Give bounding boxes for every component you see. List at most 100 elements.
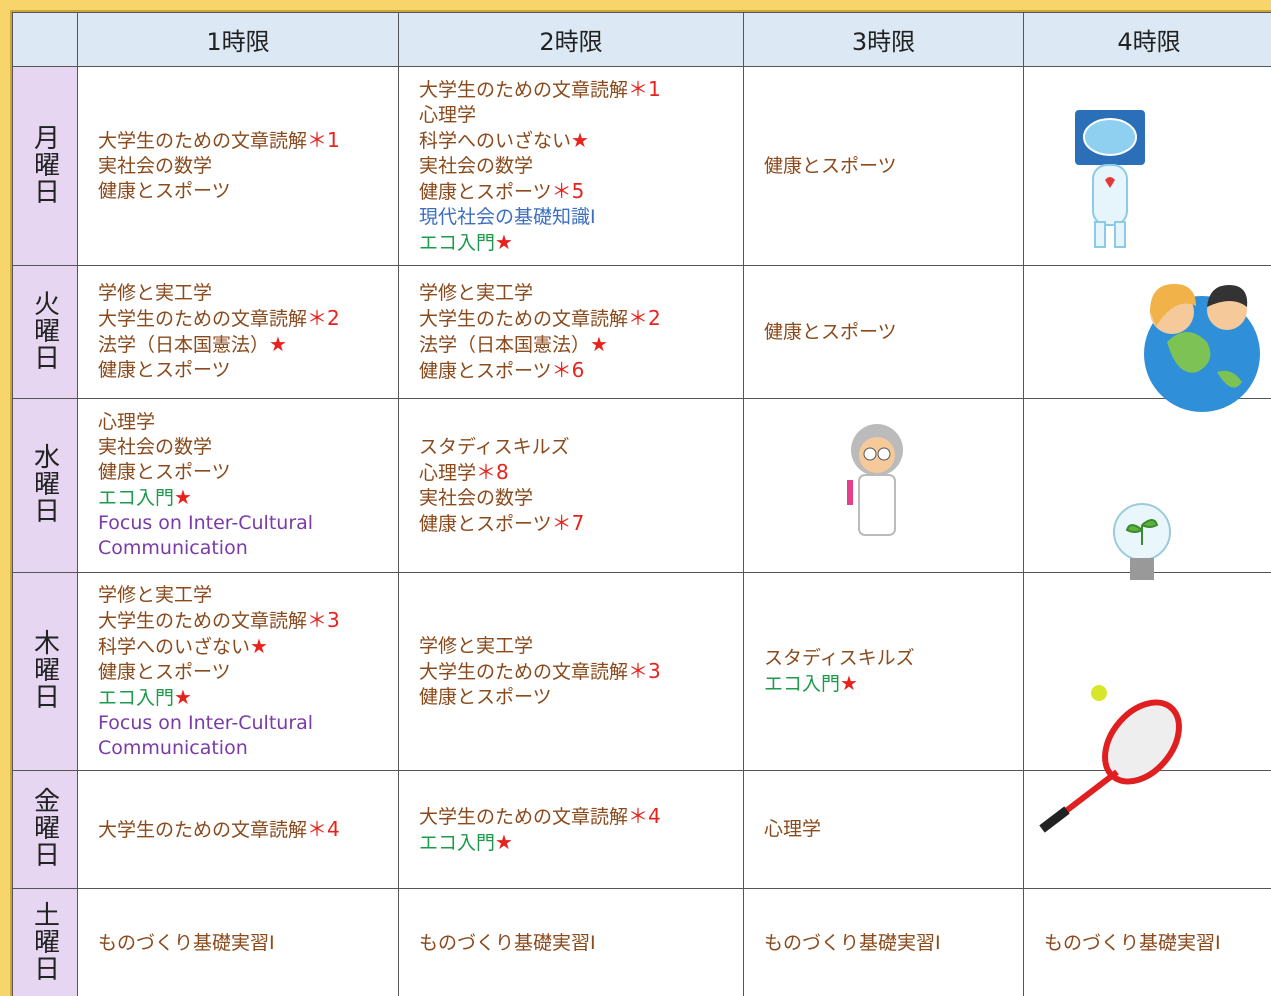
period-header: 4時限 [1024,13,1271,67]
course-entry: エコ入門★ [98,685,398,711]
class-cell [1024,399,1271,573]
course-name: 大学生のための文章読解 [419,79,628,101]
course-entry: 大学生のための文章読解＊1 [419,77,743,103]
course-mark: ＊8 [476,460,509,484]
course-mark: ★ [840,671,858,695]
course-name: 法学（日本国憲法） [98,334,269,356]
course-mark: ★ [250,634,268,658]
day-label: 土曜日 [27,901,64,982]
course-name: 学修と実工学 [419,282,533,304]
course-name: 法学（日本国憲法） [419,334,590,356]
course-name: 現代社会の基礎知識Ⅰ [419,206,596,228]
course-entry: ものづくり基礎実習Ⅰ [419,931,743,956]
course-entry: エコ入門★ [419,230,743,256]
class-cell: ものづくり基礎実習Ⅰ [78,889,399,996]
course-entry: 大学生のための文章読解＊2 [98,306,398,332]
course-name: エコ入門 [419,832,495,854]
day-cell: 月曜日 [13,67,78,266]
course-entry: 実社会の数学 [419,486,743,511]
course-name: 学修と実工学 [98,584,212,606]
course-mark: ＊4 [307,817,340,841]
period-header: 1時限 [78,13,399,67]
course-entry: エコ入門★ [98,485,398,511]
day-label: 月曜日 [27,124,64,205]
course-entry: 大学生のための文章読解＊1 [98,128,398,154]
course-entry: 法学（日本国憲法）★ [419,332,743,358]
course-entry: 学修と実工学 [419,281,743,306]
course-mark: ★ [495,230,513,254]
course-name: 大学生のための文章読解 [98,308,307,330]
course-name: 実社会の数学 [98,436,212,458]
day-label: 木曜日 [27,629,64,710]
course-name: ものづくり基礎実習Ⅰ [1044,932,1221,954]
course-name: 大学生のための文章読解 [419,806,628,828]
course-entry: ものづくり基礎実習Ⅰ [1044,931,1271,956]
course-entry: 大学生のための文章読解＊3 [419,659,743,685]
course-name: 大学生のための文章読解 [98,819,307,841]
course-name: 健康とスポーツ [98,461,231,483]
course-entry: 大学生のための文章読解＊4 [98,817,398,843]
course-entry: 健康とスポーツ [98,460,398,485]
class-cell: 健康とスポーツ [744,266,1024,399]
course-name: ものづくり基礎実習Ⅰ [764,932,941,954]
course-entry: スタディスキルズ [419,435,743,460]
course-entry: エコ入門★ [764,671,1023,697]
course-name: エコ入門 [98,487,174,509]
course-name: ものづくり基礎実習Ⅰ [419,932,596,954]
course-mark: ★ [174,685,192,709]
day-label: 金曜日 [27,787,64,868]
class-cell [1024,266,1271,399]
course-mark: ＊3 [307,608,340,632]
course-mark: ＊2 [307,306,340,330]
course-entry: ものづくり基礎実習Ⅰ [764,931,1023,956]
course-entry: 心理学＊8 [419,460,743,486]
class-cell: ものづくり基礎実習Ⅰ [1024,889,1271,996]
course-name: 心理学 [419,462,476,484]
course-mark: ＊5 [552,179,585,203]
class-cell [1024,573,1271,771]
course-entry: 現代社会の基礎知識Ⅰ [419,205,743,230]
course-mark: ★ [174,485,192,509]
course-entry: 健康とスポーツ＊5 [419,179,743,205]
course-entry: 健康とスポーツ＊6 [419,358,743,384]
course-entry: 健康とスポーツ [98,358,398,383]
period-header: 3時限 [744,13,1024,67]
course-name: エコ入門 [98,687,174,709]
course-name: 健康とスポーツ [98,180,231,202]
course-entry: 学修と実工学 [98,583,398,608]
course-entry: 健康とスポーツ [98,179,398,204]
day-label: 水曜日 [27,443,64,524]
course-name: 健康とスポーツ [419,181,552,203]
course-entry: 心理学 [98,410,398,435]
course-entry: 法学（日本国憲法）★ [98,332,398,358]
class-cell: 健康とスポーツ [744,67,1024,266]
course-mark: ★ [571,128,589,152]
class-cell [1024,67,1271,266]
course-mark: ＊4 [628,804,661,828]
course-mark: ＊1 [307,128,340,152]
day-cell: 土曜日 [13,889,78,996]
course-name: 大学生のための文章読解 [98,130,307,152]
course-entry: 学修と実工学 [419,634,743,659]
course-entry: スタディスキルズ [764,646,1023,671]
course-name: 心理学 [764,818,821,840]
course-mark: ＊7 [552,511,585,535]
day-cell: 金曜日 [13,771,78,889]
class-cell [1024,771,1271,889]
course-name: 大学生のための文章読解 [419,661,628,683]
course-entry: 科学へのいざない★ [419,128,743,154]
course-entry: 科学へのいざない★ [98,634,398,660]
course-name: スタディスキルズ [764,647,915,669]
course-entry: 健康とスポーツ＊7 [419,511,743,537]
course-entry: Focus on Inter-Cultural Communication [98,511,398,561]
